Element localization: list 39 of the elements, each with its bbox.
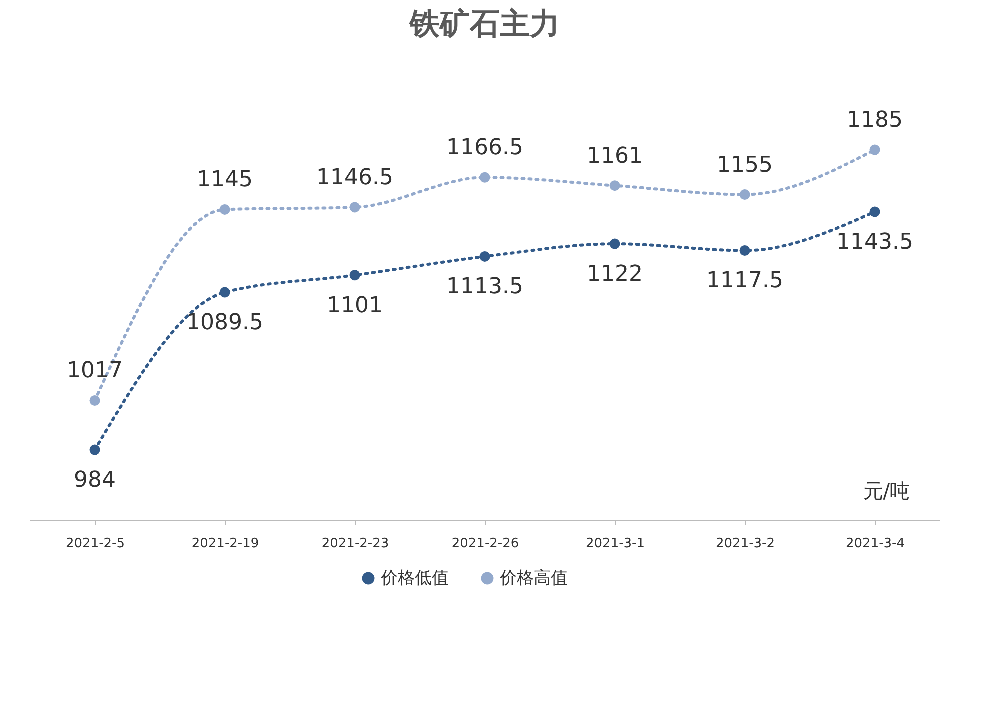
chart-title: 铁矿石主力 — [409, 7, 560, 42]
x-tick-label: 2021-2-19 — [192, 536, 260, 552]
text: 元/吨 — [863, 479, 910, 503]
data-label: 1101 — [327, 293, 383, 318]
x-tick-label: 2021-2-23 — [322, 536, 390, 552]
data-label: 1113.5 — [446, 274, 524, 300]
point — [870, 144, 880, 156]
data-label: 1166.5 — [446, 136, 524, 161]
point — [610, 180, 620, 192]
legend-label: 价格高值 — [499, 568, 568, 589]
point — [220, 287, 230, 298]
legend-label: 价格低值 — [380, 568, 449, 589]
point — [90, 396, 100, 406]
point — [90, 444, 100, 456]
point — [610, 238, 620, 250]
point — [350, 202, 360, 213]
data-label: 1161 — [587, 144, 643, 169]
point — [480, 251, 490, 262]
point — [220, 204, 230, 215]
point — [350, 270, 360, 281]
x-tick-label: 2021-3-2 — [716, 536, 776, 552]
x-tick-label: 2021-3-4 — [846, 536, 906, 552]
data-label: 1117.5 — [706, 268, 784, 294]
point — [740, 190, 750, 200]
data-label: 1146.5 — [316, 165, 394, 190]
point — [870, 206, 880, 218]
x-tick-label: 2021-2-5 — [66, 536, 126, 552]
data-label: 984 — [74, 468, 116, 493]
point — [480, 172, 490, 183]
data-label: 1155 — [717, 152, 773, 178]
data-label: 1185 — [847, 108, 903, 133]
data-label: 1145 — [197, 168, 253, 193]
data-label: 1089.5 — [186, 310, 264, 336]
data-label: 1017 — [67, 358, 123, 384]
data-label: 1122 — [587, 262, 643, 288]
point — [740, 246, 750, 256]
x-tick-label: 2021-3-1 — [586, 536, 646, 552]
x-tick-label: 2021-2-26 — [452, 536, 520, 552]
data-label: 1143.5 — [836, 230, 914, 255]
